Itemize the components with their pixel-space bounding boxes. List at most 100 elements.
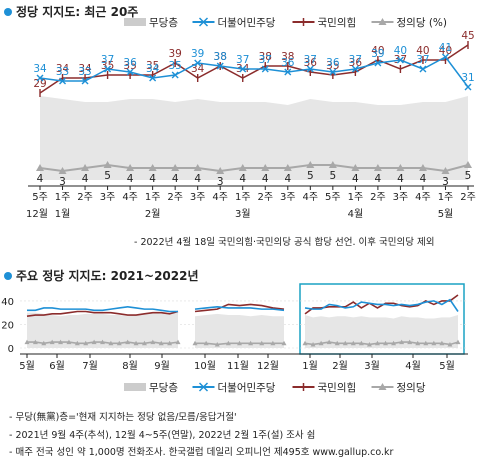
data-label: 36 bbox=[349, 57, 363, 69]
point-justice bbox=[439, 340, 445, 346]
point-democratic bbox=[171, 71, 179, 79]
series-area-no-party-seg bbox=[305, 315, 458, 348]
point-justice bbox=[167, 340, 173, 346]
x-tick-label: 4주 bbox=[122, 192, 138, 203]
point-justice bbox=[108, 340, 114, 346]
series-line-국민의힘 bbox=[304, 294, 459, 315]
data-label: 5 bbox=[104, 170, 111, 182]
point-justice bbox=[418, 164, 427, 171]
point-democratic bbox=[126, 68, 134, 76]
point-justice bbox=[91, 339, 97, 345]
point-justice bbox=[116, 340, 122, 346]
point-democratic bbox=[441, 53, 449, 61]
data-label: 4 bbox=[420, 173, 427, 185]
data-label: 3 bbox=[217, 176, 224, 188]
series-line-국민의힘 bbox=[39, 44, 469, 94]
data-label: 38 bbox=[214, 51, 227, 63]
data-label: 39 bbox=[371, 48, 384, 60]
legend-marker-1b bbox=[198, 382, 209, 392]
point-justice bbox=[423, 340, 429, 346]
legend-label-1: 더불어민주당 bbox=[218, 382, 276, 394]
point-justice bbox=[24, 339, 30, 345]
point-justice bbox=[203, 340, 209, 346]
point-justice bbox=[281, 340, 287, 346]
data-label: 37 bbox=[259, 54, 272, 66]
data-label: 37 bbox=[349, 54, 362, 66]
point-democratic bbox=[81, 77, 89, 85]
point-democratic bbox=[419, 65, 427, 73]
x-tick-label: 3주 bbox=[100, 192, 116, 203]
point-justice bbox=[399, 339, 405, 345]
point-justice bbox=[238, 164, 247, 171]
y-tick-label: 20 bbox=[1, 320, 14, 331]
data-label: 35 bbox=[168, 60, 181, 72]
x-tick-label: 2주 bbox=[460, 192, 476, 203]
x-tick-label: 3주 bbox=[280, 192, 296, 203]
point-justice bbox=[81, 164, 90, 171]
legend-label-3: 정의당 bbox=[397, 382, 426, 394]
point-justice bbox=[83, 340, 89, 346]
series-line-정의당 (%) bbox=[39, 163, 469, 173]
point-justice bbox=[126, 164, 135, 171]
legend-label-0: 무당층 bbox=[149, 17, 178, 29]
legend-swatch-0 bbox=[124, 383, 146, 391]
data-label: 29 bbox=[33, 78, 46, 90]
point-justice bbox=[431, 340, 437, 346]
chart1-svg: 무당층 더불어민주당 국민의힘 정의당 (%)4 3 4 5 4 4 4 4 3 4 4 4 5 5 4 4 4 4 3 5… bbox=[26, 17, 476, 220]
point-justice bbox=[318, 340, 324, 346]
point-democratic bbox=[351, 65, 359, 73]
point-justice bbox=[133, 340, 139, 346]
x-month-label: 7월 bbox=[82, 360, 98, 372]
data-label: 36 bbox=[326, 57, 340, 69]
x-month-label: 3월 bbox=[364, 360, 380, 372]
legend-label-0: 무당층 bbox=[149, 382, 178, 394]
point-justice bbox=[192, 340, 198, 346]
x-tick-label: 5주 bbox=[325, 192, 341, 203]
y-tick-label: 40 bbox=[1, 297, 14, 308]
month-label: 1월 bbox=[55, 208, 71, 220]
series-area-no-party-seg bbox=[27, 312, 178, 348]
point-justice bbox=[148, 164, 157, 171]
data-label: 34 bbox=[56, 63, 70, 75]
point-justice bbox=[248, 340, 254, 346]
point-justice bbox=[358, 340, 364, 346]
point-justice bbox=[415, 340, 421, 346]
x-tick-label: 2주 bbox=[257, 192, 273, 203]
note-bottom-2: - 2021년 9월 4주(추석), 12월 4~5주(연말), 2022년 2… bbox=[9, 430, 316, 441]
data-label: 3 bbox=[442, 176, 449, 188]
point-justice bbox=[326, 339, 332, 345]
point-democratic bbox=[239, 65, 247, 73]
x-month-label: 6월 bbox=[49, 360, 65, 372]
point-justice bbox=[373, 164, 382, 171]
x-tick-label: 1주 bbox=[145, 192, 161, 203]
x-tick-label: 4주 bbox=[303, 192, 319, 203]
series-line-더불어민주당 bbox=[194, 305, 285, 312]
x-tick-label: 1주 bbox=[438, 192, 454, 203]
point-justice bbox=[374, 340, 380, 346]
point-democratic bbox=[261, 65, 269, 73]
point-justice bbox=[171, 164, 180, 171]
point-justice bbox=[350, 340, 356, 346]
point-democratic bbox=[104, 65, 112, 73]
legend-label-1: 더불어민주당 bbox=[218, 17, 276, 29]
series-line-더불어민주당 bbox=[304, 298, 459, 312]
data-label: 35 bbox=[146, 60, 159, 72]
note-bottom-1: - 무당(無黨)층='현재 지지하는 정당 없음/모름/응답거절' bbox=[9, 412, 237, 423]
point-justice bbox=[58, 167, 67, 174]
x-month-label: 5월 bbox=[19, 360, 35, 372]
data-label: 4 bbox=[194, 173, 201, 185]
point-justice bbox=[41, 340, 47, 346]
data-label: 37 bbox=[304, 54, 317, 66]
data-label: 36 bbox=[123, 57, 137, 69]
point-democratic bbox=[59, 77, 67, 85]
data-label: 40 bbox=[394, 45, 407, 57]
data-label: 3 bbox=[59, 176, 66, 188]
x-month-label: 2월 bbox=[332, 360, 348, 372]
point-democratic bbox=[284, 68, 292, 76]
x-tick-label: 4주 bbox=[415, 192, 431, 203]
series-area-no-party bbox=[40, 96, 468, 180]
point-justice bbox=[150, 339, 156, 345]
x-month-label: 11월 bbox=[227, 360, 249, 372]
merger-note: - 2022년 4월 18일 국민의힘·국민의당 공식 합당 선언. 이후 국민… bbox=[134, 237, 435, 248]
